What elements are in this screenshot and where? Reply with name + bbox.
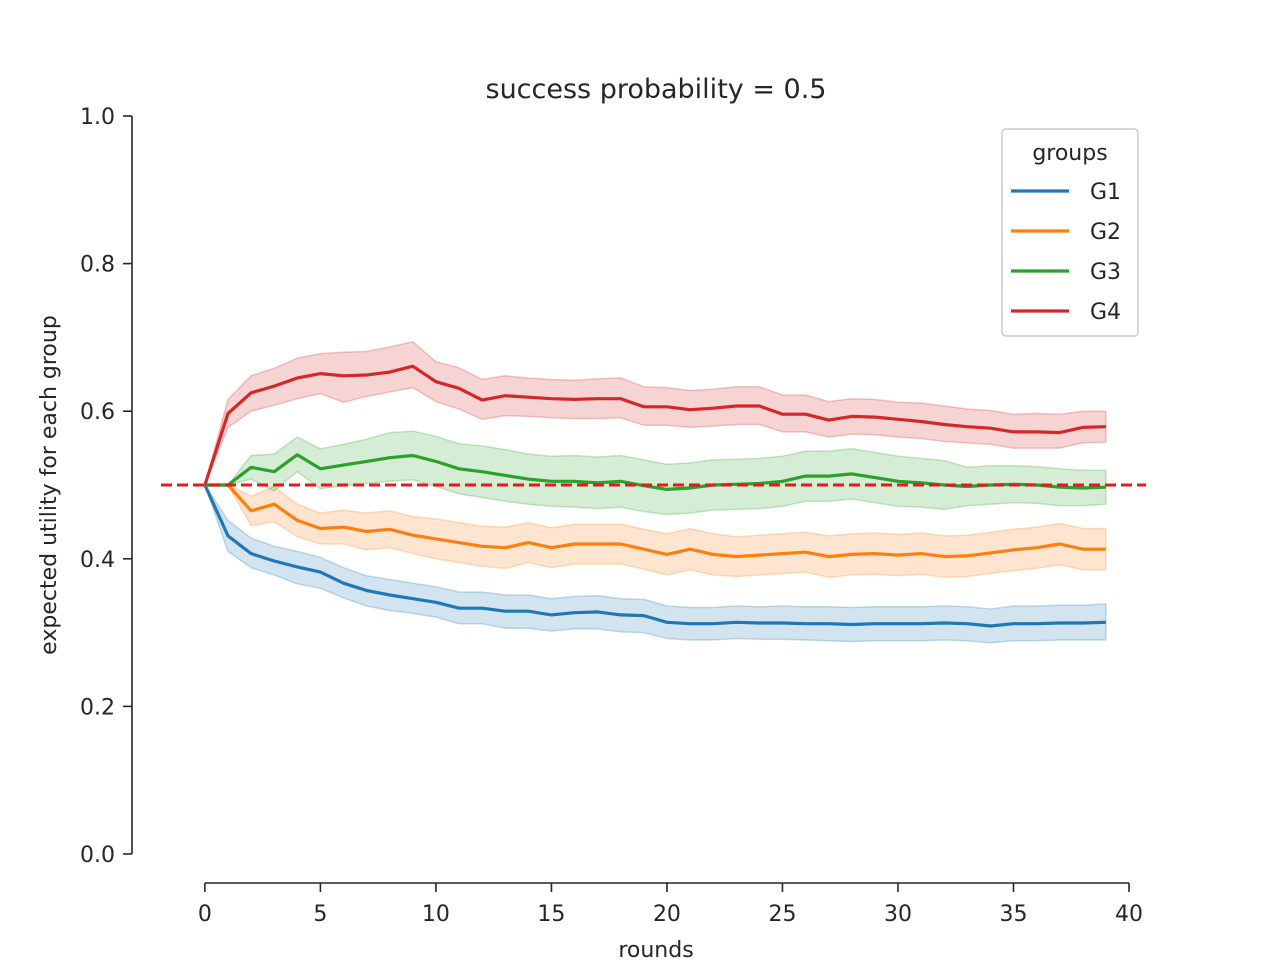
series-line-g1 [203, 484, 1106, 628]
x-tick-label: 25 [768, 902, 796, 927]
chart-title: success probability = 0.5 [486, 74, 827, 105]
y-tick-label: 1.0 [80, 105, 115, 130]
x-axis: 0 5 10 15 20 25 30 35 40 [198, 882, 1143, 927]
y-tick-label: 0.0 [80, 843, 115, 868]
x-axis-label: rounds [618, 938, 693, 960]
x-tick-label: 20 [653, 902, 681, 927]
x-tick-label: 5 [313, 902, 327, 927]
x-tick-label: 35 [999, 902, 1027, 927]
x-tick-label: 40 [1115, 902, 1143, 927]
y-tick-label: 0.6 [80, 400, 115, 425]
band-g1 [204, 484, 1107, 644]
series-line-g4 [203, 364, 1106, 486]
x-tick-label: 15 [537, 902, 565, 927]
legend-label-g2: G2 [1090, 220, 1121, 245]
legend-label-g3: G3 [1090, 260, 1121, 285]
y-tick-label: 0.2 [80, 695, 115, 720]
legend-frame [1001, 128, 1139, 337]
legend-label-g1: G1 [1090, 180, 1121, 205]
legend-items: G1 G2 G3 G4 [1011, 180, 1121, 325]
y-axis: 0.0 0.2 0.4 0.6 0.8 1.0 [80, 105, 133, 868]
y-tick-label: 0.4 [80, 548, 115, 573]
legend: groups G1 G2 G3 G4 [1001, 128, 1139, 337]
y-axis-label: expected utility for each group [37, 315, 62, 655]
legend-title: groups [1032, 141, 1107, 166]
confidence-bands [204, 340, 1107, 644]
x-tick-label: 10 [422, 902, 450, 927]
x-tick-label: 30 [884, 902, 912, 927]
y-tick-label: 0.8 [80, 253, 115, 278]
legend-label-g4: G4 [1090, 300, 1121, 325]
series-line-g2 [204, 483, 1106, 559]
x-tick-label: 0 [198, 902, 212, 927]
